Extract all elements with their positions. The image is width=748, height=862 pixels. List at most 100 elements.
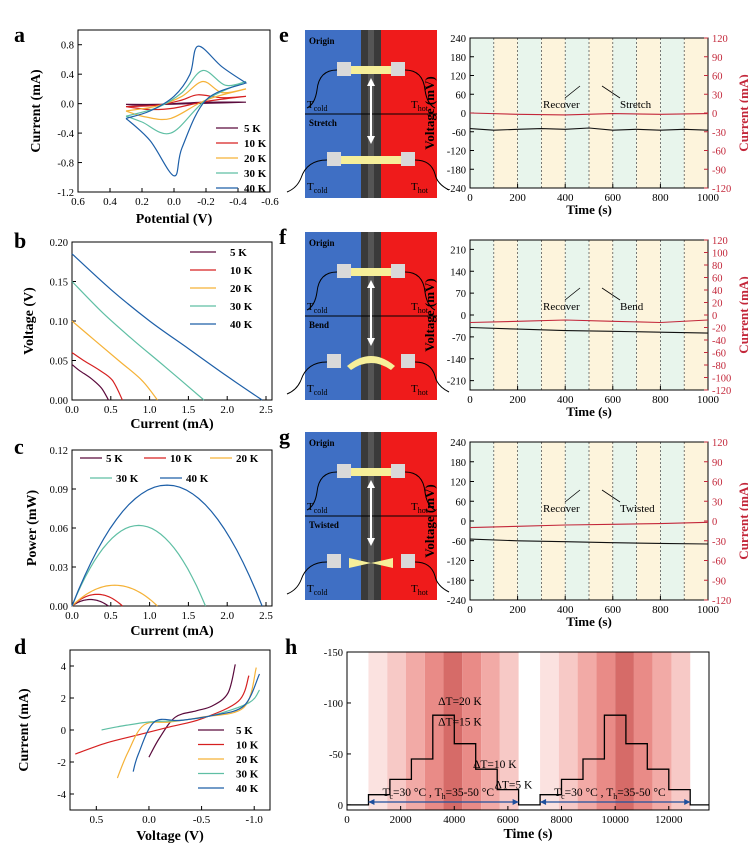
y2-tick-label: 0 [712, 517, 717, 528]
y-tick-label: -0.4 [57, 129, 74, 140]
annotation-dt: ΔT=20 K [438, 696, 482, 708]
x-tick-label: 800 [652, 604, 669, 616]
temperature-band [577, 652, 597, 810]
annotation-recover: Recover [543, 301, 580, 313]
temperature-band [405, 652, 425, 810]
annotation-dt: ΔT=10 K [473, 759, 517, 771]
y-tick-label: 0 [338, 801, 343, 812]
y-tick-label: -120 [447, 557, 466, 568]
wire [286, 561, 328, 595]
y-axis-label: Power (mW) [25, 490, 40, 567]
clamp-block [327, 354, 341, 368]
x-tick-label: 600 [605, 192, 622, 204]
x-tick-label: 12000 [655, 814, 683, 826]
x-tick-label: 0.2 [135, 196, 149, 208]
x-tick-label: 1.5 [182, 404, 196, 416]
x-axis-label: Time (s) [566, 404, 612, 419]
y-tick-label: -240 [447, 184, 466, 195]
y-axis-label: Current (mA) [17, 688, 32, 772]
x-tick-label: 0.0 [167, 196, 181, 208]
legend-label: 5 K [236, 725, 253, 737]
panel-e-trace: 0 200 400 600 800 1000-240-180-120-6006012018… [422, 34, 748, 217]
legend-label: 30 K [244, 168, 267, 180]
x-tick-label: -0.5 [193, 814, 211, 826]
x-tick-label: 4000 [443, 814, 466, 826]
state-band [684, 442, 708, 600]
y-tick-label: 180 [450, 458, 466, 469]
state-band [636, 240, 661, 390]
x-tick-label: 1.0 [143, 404, 157, 416]
annotation-deform: Twisted [620, 503, 655, 515]
clamp [347, 66, 395, 74]
iv-curve [71, 320, 158, 401]
iv-curve [132, 673, 261, 772]
y-axis-label: Voltage (mV) [422, 278, 437, 352]
y-axis-label: Voltage (mV) [422, 76, 437, 150]
state-band [612, 38, 637, 188]
panel-c: 0.0 0.5 1.0 1.5 2.0 2.5 0.00 0.03 0.06 0.09 0.12 5 … [25, 446, 273, 639]
clamp-block [401, 354, 415, 368]
y-tick-label: -0.8 [57, 159, 74, 170]
iv-curve [148, 664, 236, 758]
y2-tick-label: -60 [712, 557, 726, 568]
current-trace [469, 319, 709, 324]
y-tick-label: -70 [452, 333, 466, 344]
x-tick-label: 200 [509, 192, 526, 204]
condition-label: Tc=30 °C , Th=35-50 °C [382, 787, 494, 801]
y-tick-label: 240 [450, 34, 466, 45]
y-tick-label: 0.15 [50, 278, 68, 289]
annotation-arrow [564, 85, 581, 99]
clamp [347, 268, 395, 276]
annotation-arrow [564, 287, 581, 301]
annotation-deform: Stretch [620, 99, 652, 111]
iv-curve [71, 253, 263, 401]
x-tick-label: 2.5 [259, 610, 273, 622]
state-band [517, 442, 542, 600]
x-tick-label: -0.2 [197, 196, 214, 208]
x-axis-label: Potential (V) [136, 212, 213, 227]
panel-label-g: g [279, 424, 290, 449]
legend-label: 40 K [244, 183, 267, 195]
state-band [636, 38, 661, 188]
y-tick-label: 0.00 [50, 602, 68, 613]
state-band [541, 240, 566, 390]
y-tick-label: 0.09 [50, 485, 68, 496]
y-axis-label: Voltage (mV) [422, 484, 437, 558]
y2-tick-label: 120 [712, 236, 728, 247]
x-tick-label: 0 [344, 814, 350, 826]
cv-curve [125, 101, 247, 106]
iv-curve [71, 352, 123, 401]
temperature-band [481, 652, 500, 810]
state-band [660, 442, 685, 600]
clamp-block [337, 464, 351, 478]
current-trace [469, 112, 709, 116]
y2-tick-label: -30 [712, 537, 726, 548]
range-arrow-head [368, 799, 375, 805]
x-tick-label: 1000 [697, 604, 720, 616]
annotation-arrow [601, 85, 621, 99]
annotation-arrow [601, 489, 621, 503]
y-tick-label: 60 [456, 90, 467, 101]
y-tick-label: 0 [461, 311, 466, 322]
panel-label-b: b [14, 228, 26, 253]
cv-curve [125, 80, 247, 121]
x-tick-label: 0.0 [65, 404, 79, 416]
arrow-head [367, 280, 375, 288]
legend-label: 30 K [230, 301, 253, 313]
y-tick-label: 140 [450, 267, 466, 278]
annotation-recover: Recover [543, 503, 580, 515]
y2-tick-label: 60 [712, 478, 723, 489]
cv-curve [125, 45, 248, 177]
x-tick-label: 200 [509, 394, 526, 406]
clamp-block [391, 264, 405, 278]
temperature-band [671, 652, 691, 810]
state-top: Origin [309, 36, 335, 46]
x-tick-label: 0.5 [104, 610, 118, 622]
temperature-band [540, 652, 559, 810]
state-band [470, 240, 494, 390]
state-band [565, 240, 589, 390]
legend-label: 40 K [186, 473, 209, 485]
wire [414, 159, 450, 191]
y2-tick-label: -90 [712, 576, 726, 587]
y2-tick-label: 0 [712, 109, 717, 120]
